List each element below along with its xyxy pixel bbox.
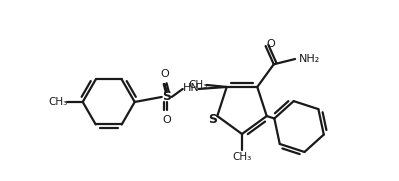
Text: O: O [266,39,275,49]
Text: CH₃: CH₃ [48,97,67,107]
Text: CH₃: CH₃ [188,80,207,90]
Text: O: O [160,69,169,79]
Text: CH₃: CH₃ [232,152,252,162]
Text: HN: HN [184,83,200,93]
Text: S: S [208,113,217,126]
Text: NH₂: NH₂ [298,54,320,64]
Text: O: O [162,115,171,125]
Text: S: S [162,90,171,104]
